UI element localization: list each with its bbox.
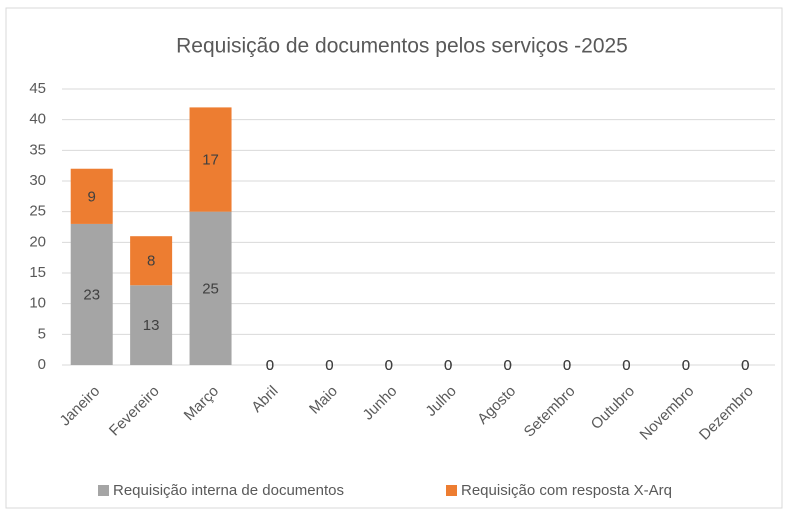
data-label: 9 xyxy=(88,188,96,205)
data-label: 0 xyxy=(266,357,274,374)
bar-segment xyxy=(189,107,232,212)
data-label: 0 xyxy=(444,357,452,374)
data-label: 0 xyxy=(622,357,630,374)
data-label: 23 xyxy=(83,286,100,303)
y-tick-label: 45 xyxy=(29,80,46,97)
data-label: 0 xyxy=(503,357,511,374)
bar-segment xyxy=(70,168,113,224)
data-label: 0 xyxy=(682,357,690,374)
y-tick-label: 25 xyxy=(29,203,46,220)
y-tick-label: 20 xyxy=(29,233,46,250)
data-label: 25 xyxy=(202,280,219,297)
data-label: 0 xyxy=(563,357,571,374)
y-tick-label: 15 xyxy=(29,264,46,281)
data-label: 0 xyxy=(622,357,630,374)
y-tick-label: 0 xyxy=(38,356,46,373)
bar-segment xyxy=(130,285,173,365)
data-label: 0 xyxy=(266,357,274,374)
data-label: 0 xyxy=(444,357,452,374)
legend-swatch xyxy=(98,485,109,496)
data-label: 13 xyxy=(143,317,160,334)
y-tick-label: 5 xyxy=(38,325,46,342)
data-label: 8 xyxy=(147,253,155,270)
data-label: 0 xyxy=(563,357,571,374)
data-label: 0 xyxy=(325,357,333,374)
legend-label: Requisição interna de documentos xyxy=(113,482,344,499)
data-label: 0 xyxy=(385,357,393,374)
legend-swatch xyxy=(446,485,457,496)
data-label: 0 xyxy=(741,357,749,374)
y-tick-label: 35 xyxy=(29,141,46,158)
chart-title: Requisição de documentos pelos serviços … xyxy=(176,35,628,58)
bar-segment xyxy=(70,223,113,365)
data-label: 0 xyxy=(682,357,690,374)
data-label: 0 xyxy=(325,357,333,374)
y-tick-label: 40 xyxy=(29,111,46,128)
y-tick-label: 10 xyxy=(29,295,46,312)
data-label: 0 xyxy=(741,357,749,374)
data-label: 0 xyxy=(503,357,511,374)
bar-segment xyxy=(189,211,232,365)
bar-segment xyxy=(130,236,173,286)
data-label: 17 xyxy=(202,152,219,169)
y-tick-label: 30 xyxy=(29,172,46,189)
data-label: 0 xyxy=(385,357,393,374)
legend-label: Requisição com resposta X-Arq xyxy=(461,482,672,499)
